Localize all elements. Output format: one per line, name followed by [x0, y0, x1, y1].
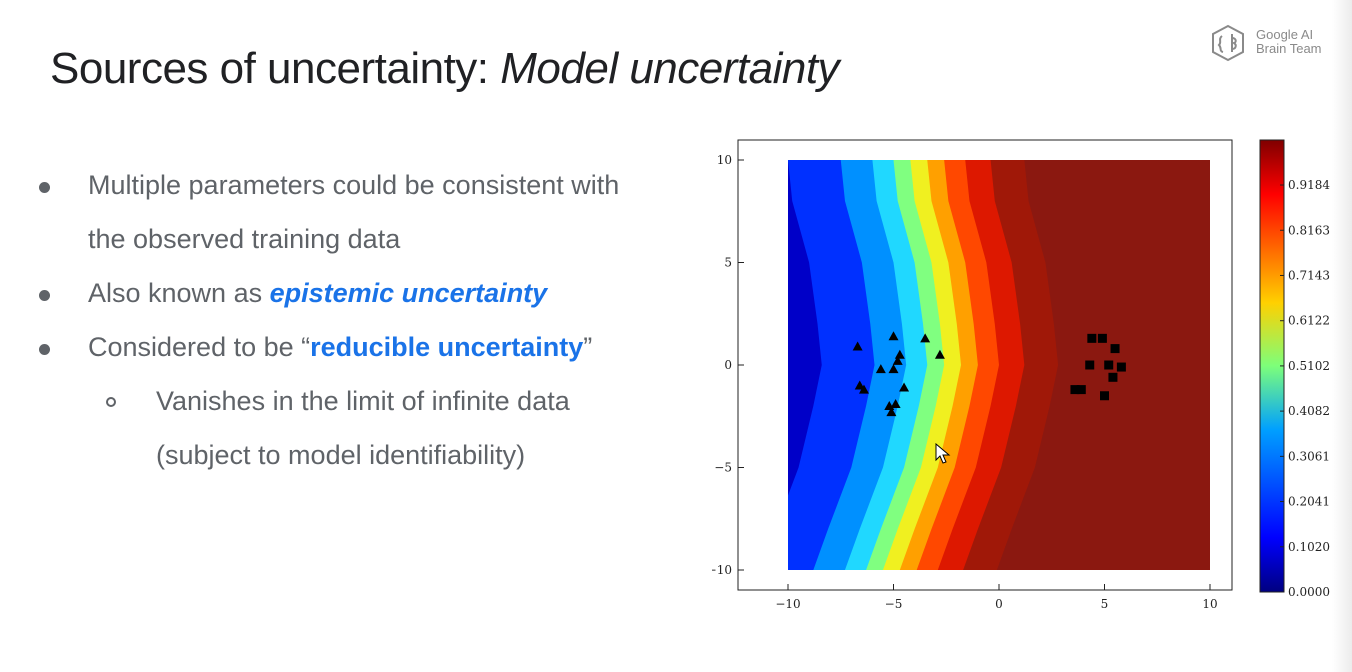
heatmap-band [788, 160, 875, 570]
sub-bullet-line-2: (subject to model identifiability) [156, 440, 526, 470]
x-tick-label: 5 [1101, 597, 1109, 610]
x-tick-label: −5 [885, 597, 903, 610]
bullet-2: Also known as epistemic uncertainty [88, 278, 547, 309]
colorbar-tick-label: 0.6122 [1288, 314, 1330, 328]
triangle-point [888, 331, 899, 341]
bullet-1-line-1: Multiple parameters could be consistent … [88, 170, 620, 200]
bullet-dot [39, 182, 50, 193]
x-tick-label: 10 [1202, 597, 1217, 610]
bullet-dot [39, 290, 50, 301]
triangle-point [854, 380, 865, 390]
heatmap-band [788, 160, 822, 496]
bullet-3-prefix: Considered to be “ [88, 332, 311, 362]
logo-line-2: Brain Team [1256, 41, 1322, 56]
colorbar-tick-label: 0.9184 [1288, 178, 1330, 192]
colorbar-ticks: 0.0000 0.1020 0.2041 0.3061 0.4082 0.5102 0.61… [1280, 178, 1330, 599]
y-axis: 10 5 0 −5 −10 [712, 153, 744, 577]
colorbar-tick-label: 0.0000 [1288, 585, 1330, 599]
colorbar-tick-label: 0.8163 [1288, 223, 1330, 237]
sub-bullet-line-1: Vanishes in the limit of infinite data [156, 386, 570, 416]
heatmap-area [788, 160, 1210, 570]
triangle-point [894, 349, 905, 359]
square-point [1087, 333, 1097, 343]
x-tick-label: −10 [775, 597, 800, 610]
square-point [1116, 362, 1126, 372]
y-tick-label: 10 [717, 153, 732, 167]
bullet-2-prefix: Also known as [88, 278, 270, 308]
title-plain: Sources of uncertainty: [50, 44, 501, 93]
bullet-3: Considered to be “reducible uncertainty” [88, 332, 592, 363]
bullet-3-suffix: ” [583, 332, 593, 362]
team-logo: Google AI Brain Team [1210, 24, 1330, 64]
colorbar-tick-label: 0.1020 [1288, 540, 1330, 554]
bullet-3-emphasis: reducible uncertainty [310, 332, 584, 362]
mouse-cursor-icon [935, 443, 951, 464]
triangle-point [886, 407, 897, 417]
square-point [1108, 372, 1118, 382]
triangle-point [899, 382, 910, 392]
y-tick-label: 0 [724, 358, 732, 372]
bullet-dot [39, 344, 50, 355]
y-tick-label: −10 [712, 563, 732, 577]
y-tick-label: 5 [724, 256, 732, 270]
triangle-point [888, 364, 899, 374]
triangle-point [920, 333, 931, 343]
colorbar-tick-label: 0.3061 [1288, 449, 1330, 463]
sub-bullet-ring [106, 397, 116, 407]
triangle-point [890, 398, 901, 408]
colorbar-tick-label: 0.2041 [1288, 495, 1330, 509]
square-point [1085, 360, 1095, 370]
x-tick-label: 0 [995, 597, 1003, 610]
bullet-1-line-2: the observed training data [88, 224, 401, 254]
square-point [1104, 360, 1114, 370]
brain-hexagon-icon [1212, 24, 1244, 62]
title-italic: Model uncertainty [500, 44, 840, 93]
triangle-point [934, 349, 945, 359]
square-point [1110, 344, 1120, 354]
square-point [1070, 385, 1080, 395]
slide-title: Sources of uncertainty: Model uncertaint… [50, 44, 840, 94]
triangle-point [892, 355, 903, 365]
logo-line-1: Google AI [1256, 27, 1314, 42]
square-point [1076, 385, 1086, 395]
square-point [1100, 391, 1109, 401]
triangle-point [875, 364, 886, 374]
triangle-point [858, 384, 869, 394]
data-markers [852, 331, 1126, 417]
x-axis: −10 −5 0 5 10 [775, 584, 1218, 610]
y-tick-label: −5 [714, 461, 732, 475]
colorbar-tick-label: 0.5102 [1288, 359, 1330, 373]
slide-edge-shade [1332, 0, 1352, 672]
triangle-point [852, 341, 863, 351]
bullet-2-emphasis: epistemic uncertainty [269, 278, 548, 308]
colorbar-tick-label: 0.4082 [1288, 404, 1330, 418]
square-point [1097, 333, 1107, 343]
colorbar-tick-label: 0.7143 [1288, 268, 1330, 282]
